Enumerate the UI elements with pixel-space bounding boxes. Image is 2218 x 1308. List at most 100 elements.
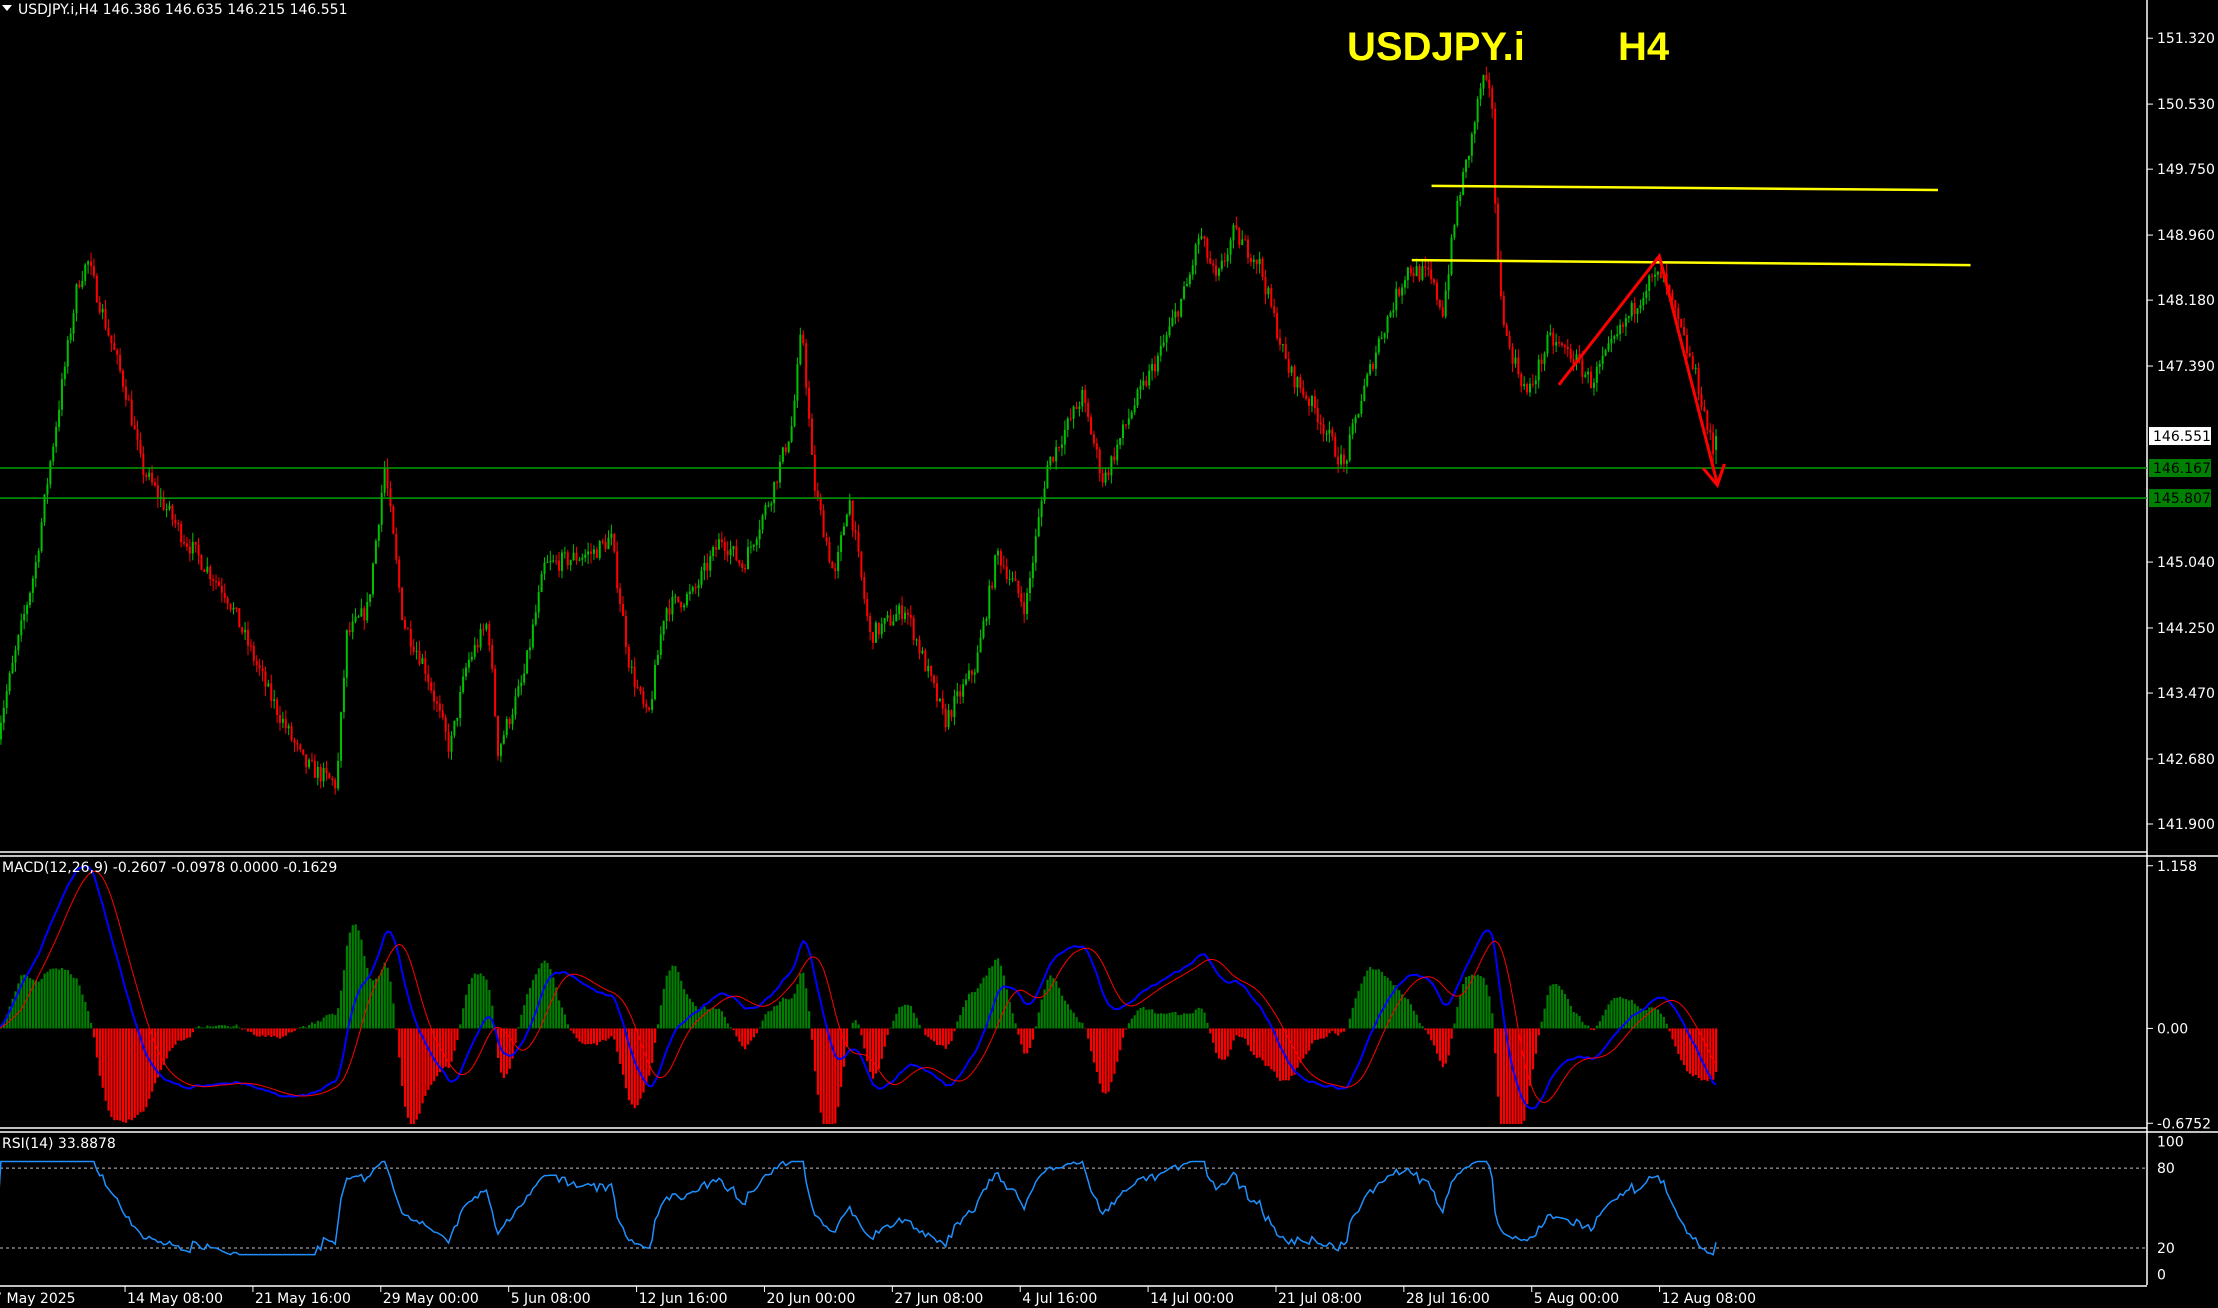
macd-histogram-bar bbox=[398, 1028, 401, 1058]
candle-body bbox=[1014, 578, 1017, 581]
macd-histogram-bar bbox=[723, 1016, 726, 1029]
macd-histogram-bar bbox=[1499, 1028, 1503, 1124]
candle bbox=[165, 503, 168, 518]
candle-body bbox=[909, 614, 912, 618]
candle-body bbox=[148, 472, 151, 477]
macd-histogram-bar bbox=[1528, 1028, 1532, 1086]
macd-histogram-bar bbox=[1441, 1028, 1444, 1068]
macd-histogram-bar bbox=[1409, 1004, 1413, 1029]
candle-body bbox=[1444, 290, 1447, 317]
candle-body bbox=[357, 616, 360, 618]
candle-body bbox=[1433, 279, 1436, 283]
candle bbox=[790, 416, 793, 444]
candle bbox=[909, 605, 912, 627]
horizontal-levels[interactable] bbox=[0, 467, 2147, 499]
time-tick-label: 21 Jul 08:00 bbox=[1278, 1291, 1362, 1307]
trend-drawings[interactable] bbox=[1411, 184, 1971, 489]
candle-body bbox=[435, 701, 438, 704]
candle bbox=[479, 623, 482, 651]
candle-body bbox=[985, 618, 988, 622]
candle-body bbox=[1151, 364, 1154, 371]
candle bbox=[1409, 264, 1412, 277]
candle-body bbox=[130, 399, 133, 426]
candle-body bbox=[1514, 357, 1517, 364]
candle bbox=[1092, 430, 1095, 448]
candle-body bbox=[720, 539, 723, 543]
candle-body bbox=[723, 542, 726, 551]
candle-body bbox=[119, 354, 122, 371]
candle-body bbox=[1648, 275, 1651, 292]
candle-body bbox=[1712, 432, 1715, 455]
candle-body bbox=[1374, 352, 1377, 369]
candle-body bbox=[331, 778, 334, 780]
macd-histogram-bar bbox=[238, 1027, 241, 1029]
macd-histogram-bar bbox=[1430, 1028, 1433, 1041]
candle-body bbox=[270, 683, 273, 701]
macd-histogram-bar bbox=[1546, 994, 1549, 1029]
candle-body bbox=[1406, 267, 1409, 281]
macd-histogram-bar bbox=[1366, 970, 1369, 1029]
candle-body bbox=[869, 616, 872, 633]
candle bbox=[1450, 234, 1453, 276]
macd-histogram-bar bbox=[813, 1028, 817, 1072]
candle bbox=[395, 527, 398, 565]
resistance-trendline[interactable] bbox=[1411, 258, 1971, 267]
candle bbox=[549, 550, 552, 571]
candle-body bbox=[1217, 268, 1220, 276]
projection-arrow-line[interactable] bbox=[1557, 252, 1719, 485]
candle-body bbox=[831, 561, 834, 569]
macd-histogram-bar bbox=[90, 1022, 93, 1029]
candle bbox=[1526, 382, 1529, 396]
candle-body bbox=[276, 699, 279, 716]
macd-histogram-bar bbox=[310, 1022, 314, 1029]
candle bbox=[1433, 277, 1436, 286]
macd-histogram-bar bbox=[261, 1028, 264, 1036]
macd-histogram-bar bbox=[369, 978, 372, 1029]
candle-body bbox=[758, 529, 761, 540]
candle-body bbox=[1066, 418, 1069, 430]
collapse-triangle-icon[interactable] bbox=[2, 5, 12, 11]
macd-histogram-bar bbox=[215, 1025, 218, 1029]
candle-body bbox=[241, 627, 244, 633]
macd-histogram-bar bbox=[517, 1027, 520, 1029]
candle bbox=[1523, 376, 1526, 390]
candle-body bbox=[1171, 317, 1174, 327]
candle bbox=[694, 583, 697, 594]
candle-body bbox=[549, 560, 552, 562]
candle bbox=[497, 715, 500, 761]
macd-histogram-bar bbox=[1415, 1014, 1418, 1029]
macd-histogram-bar bbox=[709, 1008, 712, 1029]
candle bbox=[1209, 250, 1212, 265]
macd-histogram-bar bbox=[1040, 999, 1043, 1029]
candle bbox=[363, 605, 366, 630]
macd-histogram-bar bbox=[793, 993, 796, 1029]
resistance-trendline[interactable] bbox=[1431, 184, 1939, 192]
candle bbox=[1034, 528, 1037, 571]
macd-histogram-bar bbox=[174, 1028, 177, 1045]
candle bbox=[837, 545, 840, 579]
macd-histogram-bar bbox=[674, 966, 677, 1029]
candle bbox=[1607, 336, 1610, 353]
macd-histogram-bar bbox=[1162, 1013, 1165, 1029]
candle bbox=[302, 749, 305, 756]
macd-histogram-bar bbox=[1113, 1028, 1116, 1074]
macd-histogram-bar bbox=[212, 1026, 215, 1029]
candle-body bbox=[982, 621, 985, 638]
candle bbox=[473, 637, 476, 660]
candle bbox=[665, 606, 668, 630]
macd-histogram-bar bbox=[1488, 996, 1491, 1029]
candle-body bbox=[153, 482, 156, 486]
candle-body bbox=[810, 418, 813, 455]
macd-histogram-bar bbox=[296, 1028, 299, 1030]
macd-histogram-bar bbox=[331, 1013, 334, 1029]
candle bbox=[1392, 302, 1395, 318]
candle-body bbox=[537, 591, 540, 613]
candle bbox=[1473, 120, 1476, 144]
candle-body bbox=[1293, 366, 1296, 388]
rsi-scale-label: 80 bbox=[2157, 1161, 2175, 1177]
candle-body bbox=[662, 620, 665, 635]
candle bbox=[113, 333, 116, 351]
candle bbox=[1415, 258, 1418, 277]
